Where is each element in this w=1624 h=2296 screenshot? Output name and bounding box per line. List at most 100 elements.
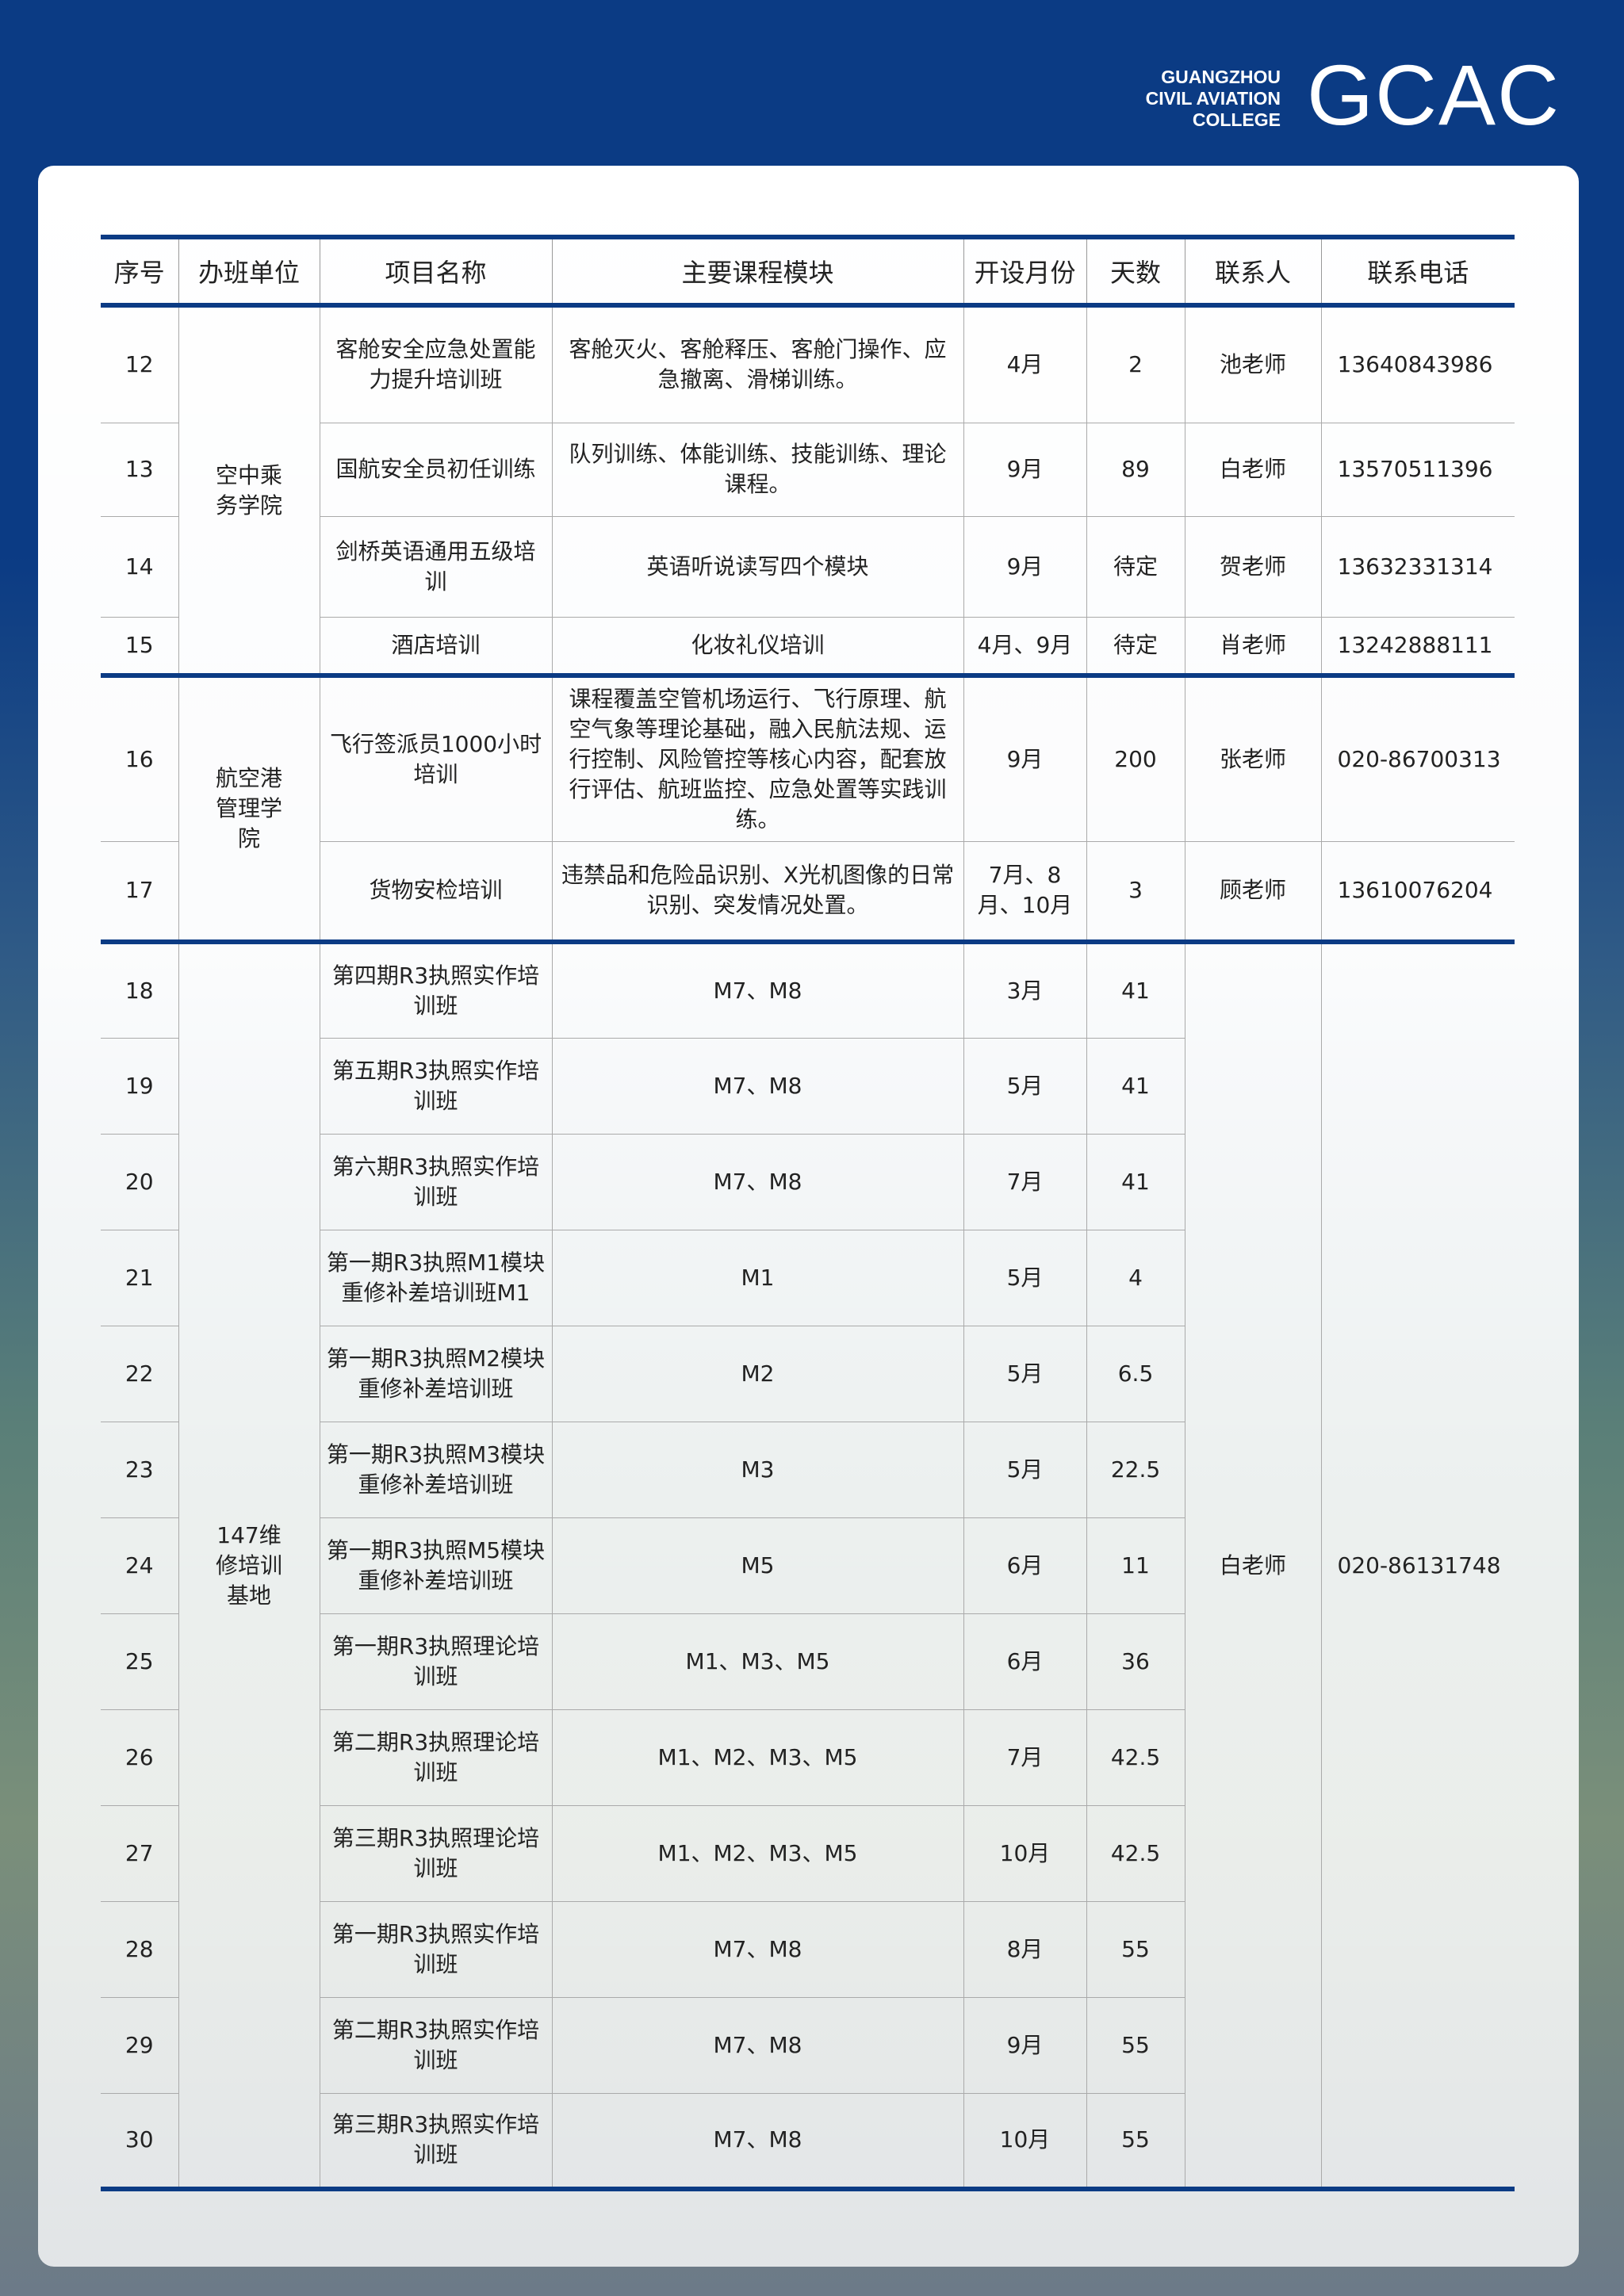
days: 41 [1086,939,1185,1039]
days: 2 [1086,303,1185,423]
course-modules: M7、M8 [551,1037,964,1135]
header-band [0,0,1624,166]
table-row: 23 第一期R3执照M3模块重修补差培训班 M3 5月 22.5 [101,1421,1515,1518]
start-month: 10月 [963,2092,1087,2191]
table-row: 20 第六期R3执照实作培训班 M7、M8 7月 41 [101,1133,1515,1230]
project-name: 第二期R3执照理论培训班 [319,1709,553,1806]
days: 待定 [1086,515,1185,618]
contact-person: 白老师 [1184,939,1322,2191]
contact-person: 顾老师 [1184,840,1322,943]
project-name: 第二期R3执照实作培训班 [319,1996,553,2094]
project-name: 客舱安全应急处置能力提升培训班 [319,303,553,423]
logo-line-1: GUANGZHOU [1161,67,1281,87]
start-month: 5月 [963,1229,1087,1326]
row-number: 26 [101,1709,179,1806]
contact-person: 池老师 [1184,303,1322,423]
start-month: 6月 [963,1613,1087,1710]
header-modules: 主要课程模块 [551,235,963,308]
project-name: 剑桥英语通用五级培训 [319,515,553,618]
course-modules: M7、M8 [551,939,964,1039]
start-month: 5月 [963,1421,1087,1518]
start-month: 9月 [963,422,1087,517]
gcac-logo: GCAC [1307,47,1561,143]
days: 41 [1086,1133,1185,1230]
project-name: 第一期R3执照理论培训班 [319,1613,553,1710]
table-header-row: 序号 办班单位 项目名称 主要课程模块 开设月份 天数 联系人 联系电话 [101,235,1515,308]
course-modules: M1、M3、M5 [551,1613,964,1710]
contact-phone: 020-86131748 [1320,939,1515,2191]
course-modules: M7、M8 [551,1133,964,1230]
row-number: 13 [101,422,179,517]
project-name: 酒店培训 [319,616,553,676]
table-row: 24 第一期R3执照M5模块重修补差培训班 M5 6月 11 [101,1517,1515,1614]
row-number: 24 [101,1517,179,1614]
project-name: 第一期R3执照M1模块重修补差培训班M1 [319,1229,553,1326]
project-name: 第五期R3执照实作培训班 [319,1037,553,1135]
days: 41 [1086,1037,1185,1135]
table-row: 13 国航安全员初任训练 队列训练、体能训练、技能训练、理论课程。 9月 89 白老师 13… [101,422,1515,517]
start-month: 7月 [963,1133,1087,1230]
header-days: 天数 [1086,235,1185,308]
course-modules: M7、M8 [551,1996,964,2094]
table-row: 14 剑桥英语通用五级培训 英语听说读写四个模块 9月 待定 贺老师 13632331314 [101,515,1515,618]
header-unit: 办班单位 [178,235,320,308]
course-modules: 英语听说读写四个模块 [551,515,964,618]
contact-person: 肖老师 [1184,616,1322,676]
project-name: 第一期R3执照M3模块重修补差培训班 [319,1421,553,1518]
start-month: 4月 [963,303,1087,423]
days: 36 [1086,1613,1185,1710]
days: 11 [1086,1517,1185,1614]
table-row: 16 航空港管理学院 飞行签派员1000小时培训 课程覆盖空管机场运行、飞行原理、航空… [101,673,1515,944]
row-number: 30 [101,2092,179,2191]
row-number: 21 [101,1229,179,1326]
table-row: 17 货物安检培训 违禁品和危险品识别、X光机图像的日常识别、突发情况处置。 7月、8… [101,840,1515,943]
college-name-logo: GUANGZHOU CIVIL AVIATION COLLEGE [1134,67,1281,131]
contact-phone: 13570511396 [1320,422,1515,517]
row-number: 19 [101,1037,179,1135]
course-modules: M2 [551,1325,964,1422]
course-modules: M1 [551,1229,964,1326]
row-number: 25 [101,1613,179,1710]
row-number: 15 [101,616,179,676]
row-number: 12 [101,303,179,423]
header-contact: 联系人 [1184,235,1321,308]
days: 55 [1086,1900,1185,1998]
days: 42.5 [1086,1709,1185,1806]
start-month: 10月 [963,1804,1087,1902]
start-month: 6月 [963,1517,1087,1614]
table-row: 21 第一期R3执照M1模块重修补差培训班M1 M1 5月 4 [101,1229,1515,1326]
course-modules: M5 [551,1517,964,1614]
days: 4 [1086,1229,1185,1326]
table-row: 18 147维修培训基地 第四期R3执照实作培训班 M7、M8 3月 41 白老师 020-8… [101,939,1515,2191]
days: 42.5 [1086,1804,1185,1902]
contact-person: 白老师 [1184,422,1322,517]
table-row: 22 第一期R3执照M2模块重修补差培训班 M2 5月 6.5 [101,1325,1515,1422]
project-name: 第三期R3执照实作培训班 [319,2092,553,2191]
contact-phone: 13242888111 [1320,616,1515,676]
logo-line-2: CIVIL AVIATION [1145,88,1281,109]
project-name: 第一期R3执照M2模块重修补差培训班 [319,1325,553,1422]
table-row: 25 第一期R3执照理论培训班 M1、M3、M5 6月 36 [101,1613,1515,1710]
course-modules: 课程覆盖空管机场运行、飞行原理、航空气象等理论基础，融入民航法规、运行控制、风险… [551,673,964,842]
days: 55 [1086,1996,1185,2094]
project-name: 第一期R3执照M5模块重修补差培训班 [319,1517,553,1614]
table-row: 12 空中乘务学院 客舱安全应急处置能力提升培训班 客舱灭火、客舱释压、客舱门操作、应… [101,303,1515,678]
start-month: 9月 [963,1996,1087,2094]
course-modules: M3 [551,1421,964,1518]
start-month: 7月 [963,1709,1087,1806]
project-name: 第一期R3执照实作培训班 [319,1900,553,1998]
unit-cell: 147维修培训基地 [178,939,320,2191]
table-row: 28 第一期R3执照实作培训班 M7、M8 8月 55 [101,1900,1515,1998]
start-month: 9月 [963,673,1087,842]
days: 89 [1086,422,1185,517]
header-phone: 联系电话 [1320,235,1515,308]
contact-phone: 13610076204 [1320,840,1515,943]
training-table: 序号 办班单位 项目名称 主要课程模块 开设月份 天数 联系人 联系电话 12 空… [101,235,1515,2191]
course-modules: M7、M8 [551,1900,964,1998]
row-number: 23 [101,1421,179,1518]
start-month: 7月、8月、10月 [963,840,1087,943]
table-row: 27 第三期R3执照理论培训班 M1、M2、M3、M5 10月 42.5 [101,1804,1515,1902]
row-number: 14 [101,515,179,618]
contact-phone: 13640843986 [1320,303,1515,423]
row-number: 29 [101,1996,179,2094]
